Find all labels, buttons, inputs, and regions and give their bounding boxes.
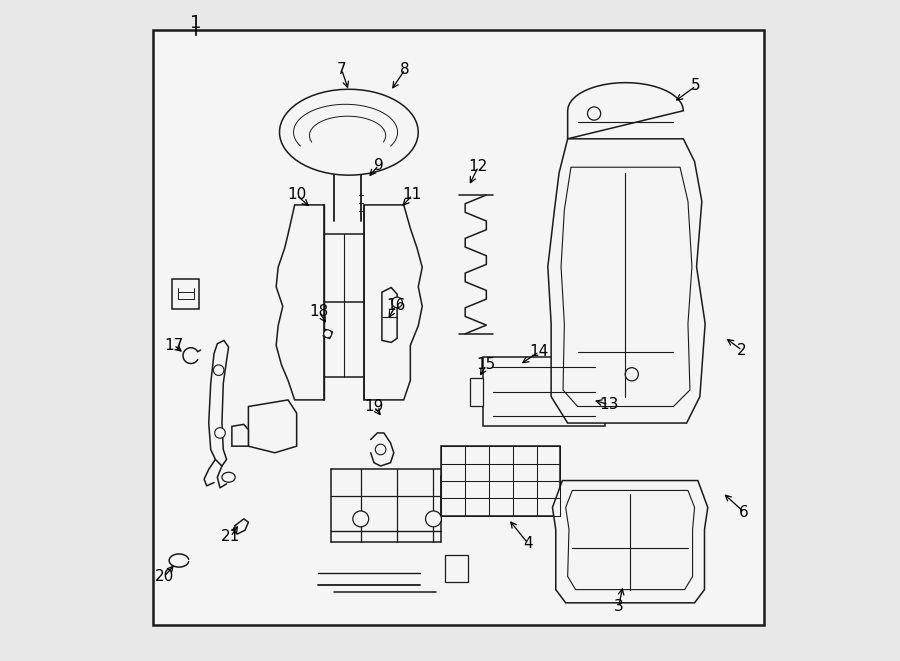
Text: 17: 17	[164, 338, 184, 352]
Text: 16: 16	[386, 298, 406, 313]
Text: 21: 21	[220, 529, 240, 544]
Text: 13: 13	[599, 397, 618, 412]
Circle shape	[324, 330, 332, 338]
Polygon shape	[232, 424, 248, 446]
Text: 14: 14	[529, 344, 549, 359]
Polygon shape	[276, 205, 324, 400]
Circle shape	[588, 107, 600, 120]
Circle shape	[215, 428, 225, 438]
FancyBboxPatch shape	[173, 279, 200, 309]
Text: 3: 3	[614, 600, 624, 614]
Circle shape	[375, 444, 386, 455]
Text: 12: 12	[469, 159, 488, 174]
Polygon shape	[248, 400, 297, 453]
Text: 6: 6	[739, 505, 749, 520]
Polygon shape	[209, 340, 229, 466]
Text: 15: 15	[477, 358, 496, 372]
Ellipse shape	[222, 472, 235, 483]
Text: 10: 10	[287, 188, 306, 202]
Text: 18: 18	[310, 305, 328, 319]
Text: 9: 9	[374, 158, 383, 173]
Circle shape	[213, 365, 224, 375]
Text: 19: 19	[364, 399, 383, 414]
Text: 5: 5	[691, 79, 701, 93]
Circle shape	[353, 511, 369, 527]
Text: 1: 1	[190, 14, 202, 32]
Circle shape	[626, 368, 638, 381]
Text: 2: 2	[737, 343, 747, 358]
Polygon shape	[483, 357, 606, 426]
Text: 7: 7	[337, 62, 347, 77]
Text: 4: 4	[523, 536, 533, 551]
Polygon shape	[470, 378, 483, 406]
Text: 20: 20	[155, 569, 174, 584]
Polygon shape	[382, 288, 397, 342]
Polygon shape	[441, 446, 561, 516]
Polygon shape	[364, 205, 422, 400]
Polygon shape	[606, 378, 622, 406]
Polygon shape	[280, 89, 418, 175]
Circle shape	[426, 511, 441, 527]
Text: 11: 11	[402, 188, 422, 202]
Ellipse shape	[262, 420, 278, 433]
Text: 8: 8	[400, 62, 410, 77]
Circle shape	[392, 297, 402, 308]
Polygon shape	[445, 555, 468, 582]
Polygon shape	[548, 139, 705, 423]
Polygon shape	[553, 481, 707, 603]
Polygon shape	[568, 83, 683, 139]
